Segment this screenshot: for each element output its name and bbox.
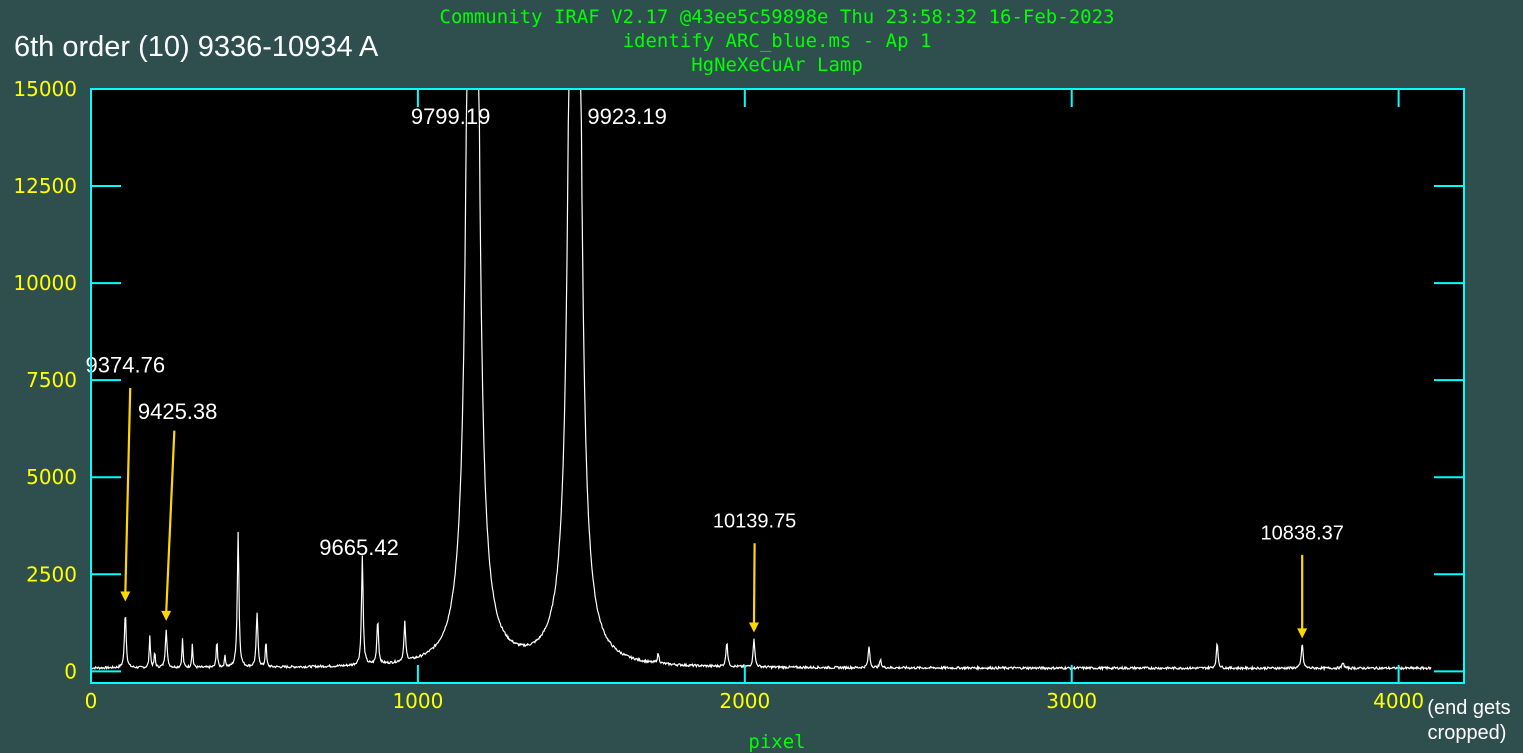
y-tick-label: 7500 (26, 368, 77, 392)
y-tick-label: 2500 (26, 562, 77, 586)
crop-note-line-1: (end gets (1427, 697, 1510, 719)
line-id-label: 9923.19 (587, 104, 667, 129)
x-axis-label: pixel (748, 731, 805, 753)
y-tick-label: 12500 (13, 174, 77, 198)
order-title: 6th order (10) 9336-10934 A (14, 31, 379, 63)
arrow-head (748, 622, 759, 633)
line-id-label: 10838.37 (1260, 522, 1343, 544)
y-tick-label: 10000 (13, 271, 77, 295)
y-tick-label: 0 (64, 659, 77, 683)
arrow-shaft (752, 543, 756, 625)
line-id-label: 9425.38 (138, 399, 218, 424)
x-tick-label: 0 (85, 689, 98, 713)
header-line-3: HgNeXeCuAr Lamp (691, 54, 863, 76)
x-tick-label: 1000 (392, 689, 443, 713)
line-id-label: 9374.76 (86, 352, 166, 377)
plot-area (91, 89, 1464, 683)
y-tick-label: 5000 (26, 465, 77, 489)
arrow-head (161, 610, 172, 621)
arrow-head (1297, 628, 1308, 639)
line-id-label: 10139.75 (713, 511, 796, 533)
arrow-shaft (165, 430, 176, 613)
line-id-label: 9799.19 (411, 104, 491, 129)
line-id-label: 9665.42 (319, 535, 399, 560)
header-line-1: Community IRAF V2.17 @43ee5c59898e Thu 2… (440, 6, 1115, 28)
spectrum-line (90, 88, 1432, 672)
arrow-head (120, 591, 131, 602)
x-tick-label: 3000 (1046, 689, 1097, 713)
plot-frame (90, 88, 1465, 684)
crop-note-line-2: cropped) (1428, 722, 1507, 744)
x-tick-label: 2000 (719, 689, 770, 713)
arrow-shaft (124, 387, 132, 594)
y-tick-label: 15000 (13, 77, 77, 101)
x-tick-label: 4000 (1373, 689, 1424, 713)
header-line-2: identify ARC_blue.ms - Ap 1 (623, 30, 932, 52)
